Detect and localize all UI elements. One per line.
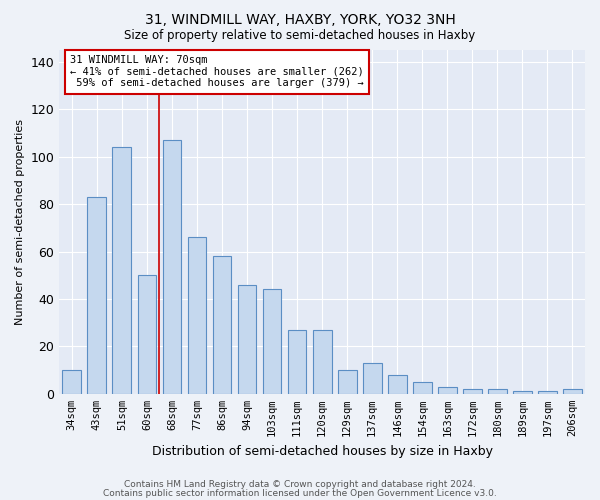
Text: Contains public sector information licensed under the Open Government Licence v3: Contains public sector information licen… <box>103 490 497 498</box>
Bar <box>212 256 232 394</box>
Bar <box>538 392 557 394</box>
Bar <box>563 389 582 394</box>
Bar <box>413 382 431 394</box>
Text: 31, WINDMILL WAY, HAXBY, YORK, YO32 3NH: 31, WINDMILL WAY, HAXBY, YORK, YO32 3NH <box>145 12 455 26</box>
Bar <box>338 370 356 394</box>
Bar <box>438 386 457 394</box>
X-axis label: Distribution of semi-detached houses by size in Haxby: Distribution of semi-detached houses by … <box>152 444 493 458</box>
Bar <box>88 197 106 394</box>
Bar <box>363 363 382 394</box>
Bar <box>488 389 507 394</box>
Bar <box>62 370 81 394</box>
Y-axis label: Number of semi-detached properties: Number of semi-detached properties <box>15 119 25 325</box>
Bar <box>137 276 156 394</box>
Bar <box>163 140 181 394</box>
Bar <box>263 290 281 394</box>
Bar <box>513 392 532 394</box>
Bar <box>313 330 332 394</box>
Bar <box>288 330 307 394</box>
Bar <box>463 389 482 394</box>
Bar <box>112 147 131 394</box>
Text: Size of property relative to semi-detached houses in Haxby: Size of property relative to semi-detach… <box>124 29 476 42</box>
Text: Contains HM Land Registry data © Crown copyright and database right 2024.: Contains HM Land Registry data © Crown c… <box>124 480 476 489</box>
Bar <box>388 375 407 394</box>
Text: 31 WINDMILL WAY: 70sqm
← 41% of semi-detached houses are smaller (262)
 59% of s: 31 WINDMILL WAY: 70sqm ← 41% of semi-det… <box>70 55 364 88</box>
Bar <box>188 238 206 394</box>
Bar <box>238 284 256 394</box>
